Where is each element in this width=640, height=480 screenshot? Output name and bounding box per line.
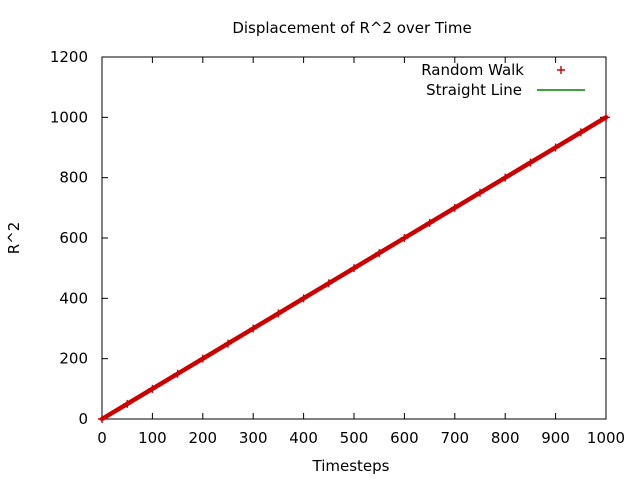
y-tick-label: 1000 — [50, 108, 88, 126]
y-tick-label: 1200 — [50, 48, 88, 66]
x-tick-label: 200 — [188, 429, 217, 447]
data-point — [173, 369, 182, 378]
x-tick-label: 800 — [491, 429, 520, 447]
x-tick-label: 400 — [289, 429, 318, 447]
data-point — [551, 143, 560, 152]
x-tick-label: 0 — [97, 429, 107, 447]
data-point — [148, 384, 157, 393]
x-tick-label: 500 — [340, 429, 369, 447]
legend-random-walk-label: Random Walk — [421, 61, 524, 79]
plot-frame — [101, 56, 607, 420]
data-point — [249, 324, 258, 333]
x-axis-label: Timesteps — [312, 457, 390, 475]
legend-random-walk-marker — [557, 66, 565, 74]
x-tick-label: 1000 — [587, 429, 625, 447]
data-point — [400, 234, 409, 242]
data-point — [123, 399, 132, 408]
data-point — [526, 158, 535, 167]
x-tick-label: 600 — [390, 429, 419, 447]
x-tick-label: 300 — [239, 429, 268, 447]
data-point — [375, 249, 384, 258]
data-point — [274, 309, 283, 318]
x-tick-label: 700 — [440, 429, 469, 447]
data-point — [501, 173, 510, 182]
legend-straight-line-label: Straight Line — [426, 81, 522, 99]
plot-area: 0 100 200 300 400 500 600 700 800 900 1000 0 200 400 6… — [50, 48, 625, 447]
data-point — [425, 218, 434, 227]
y-tick-label: 600 — [59, 229, 88, 247]
chart-title: Displacement of R^2 over Time — [232, 19, 471, 37]
y-axis-label: R^2 — [5, 222, 23, 255]
y-tick-label: 400 — [59, 289, 88, 307]
x-tick-label: 100 — [138, 429, 167, 447]
y-tick-label: 0 — [78, 410, 88, 428]
data-point — [476, 188, 484, 197]
y-tick-label: 800 — [59, 169, 88, 187]
data-point — [350, 264, 358, 273]
data-point — [299, 294, 308, 303]
data-point — [450, 203, 459, 212]
data-point — [198, 354, 207, 363]
data-point — [98, 415, 106, 423]
data-point — [602, 113, 610, 122]
data-point — [224, 339, 232, 348]
y-tick-label: 200 — [59, 350, 88, 368]
x-tick-label: 900 — [541, 429, 570, 447]
data-point — [576, 128, 585, 137]
data-point — [324, 279, 333, 288]
